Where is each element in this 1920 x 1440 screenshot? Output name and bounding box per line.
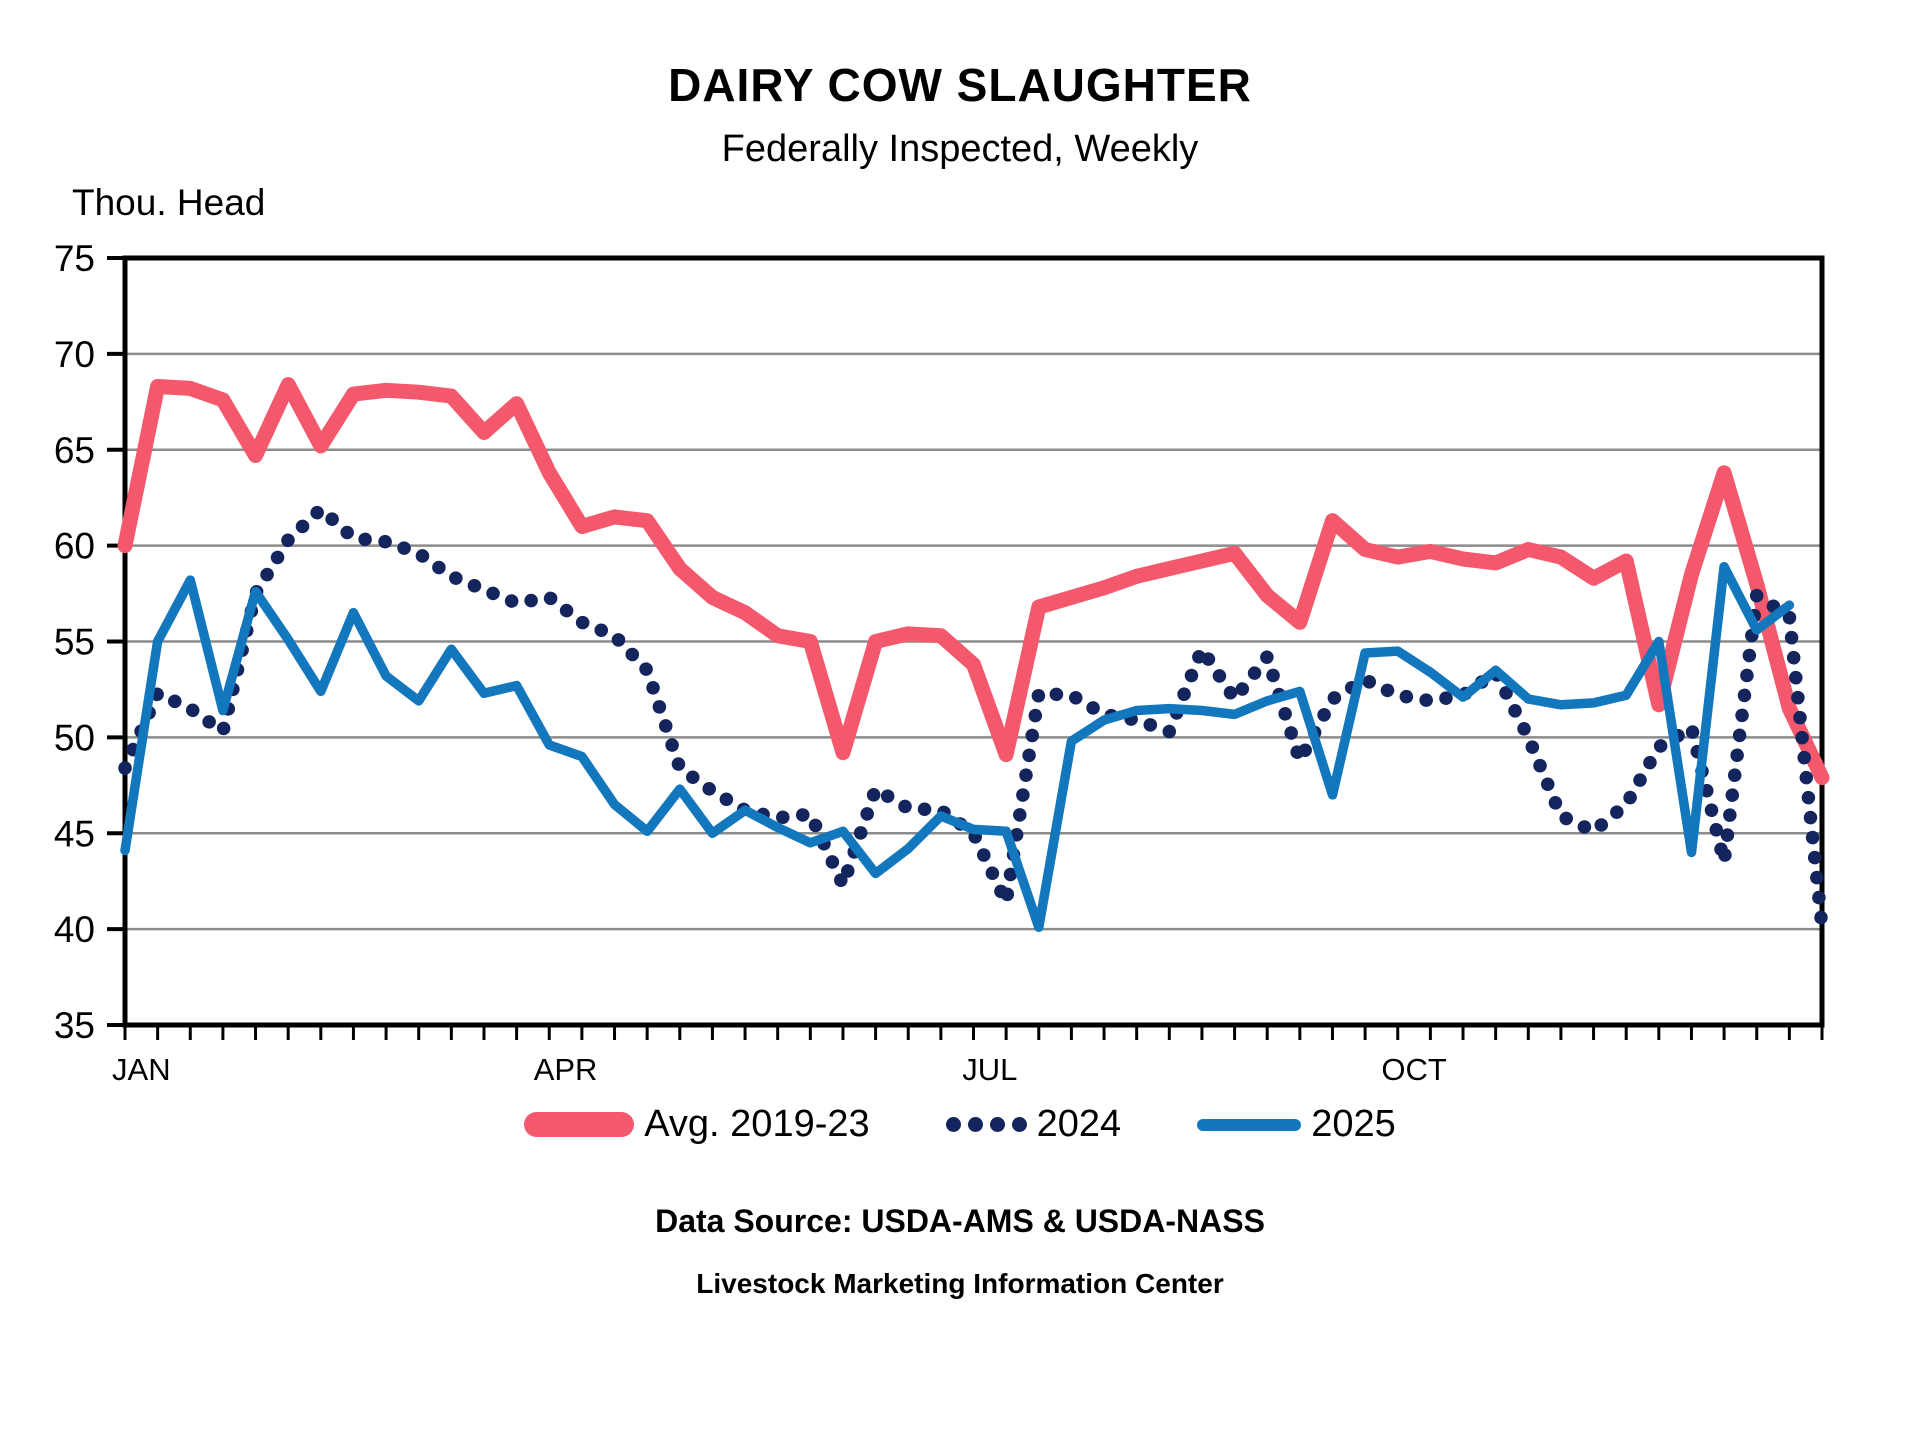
solid-2025-line-swatch-icon [1197,1118,1302,1131]
data-source-text: Data Source: USDA-AMS & USDA-NASS [655,1203,1265,1239]
chart-legend: Avg. 2019-23 2024 2025 [0,1103,1920,1146]
dotted-2024-line-swatch-icon [945,1117,1027,1132]
plot-border [122,255,1825,1028]
legend-label-2025: 2025 [1311,1103,1396,1145]
chart-subtitle: Federally Inspected, Weekly [721,128,1199,170]
x-month-label: OCT [1381,1052,1447,1087]
y-axis-ticks: 35 40 45 50 55 60 65 70 75 [54,238,125,1046]
series-2025 [120,561,1795,932]
x-month-label: JUL [962,1052,1017,1087]
y-tick-label: 40 [54,909,95,950]
legend-item-2025: 2025 [1197,1103,1396,1146]
y-tick-label: 65 [54,430,95,471]
y-tick-label: 60 [54,526,95,567]
chart-title: DAIRY COW SLAUGHTER [668,59,1252,111]
avg-2019-23-line-swatch-icon [524,1112,635,1137]
series-avg-2019-23 [117,377,1830,786]
organization-text: Livestock Marketing Information Center [696,1268,1224,1299]
x-month-label: JAN [112,1052,171,1087]
y-tick-label: 50 [54,717,95,758]
legend-item-2024: 2024 [945,1103,1122,1146]
y-tick-label: 55 [54,622,95,663]
month-labels: JAN APR JUL OCT [112,1052,1447,1087]
x-month-label: APR [534,1052,598,1087]
y-tick-label: 45 [54,813,95,854]
legend-label-avg: Avg. 2019-23 [644,1103,870,1145]
legend-item-avg: Avg. 2019-23 [524,1103,870,1146]
y-tick-label: 35 [54,1005,95,1046]
y-tick-label: 75 [54,238,95,279]
series-2024 [118,502,1829,934]
y-tick-label: 70 [54,334,95,375]
y-axis-title: Thou. Head [72,182,266,223]
legend-label-2024: 2024 [1036,1103,1122,1145]
